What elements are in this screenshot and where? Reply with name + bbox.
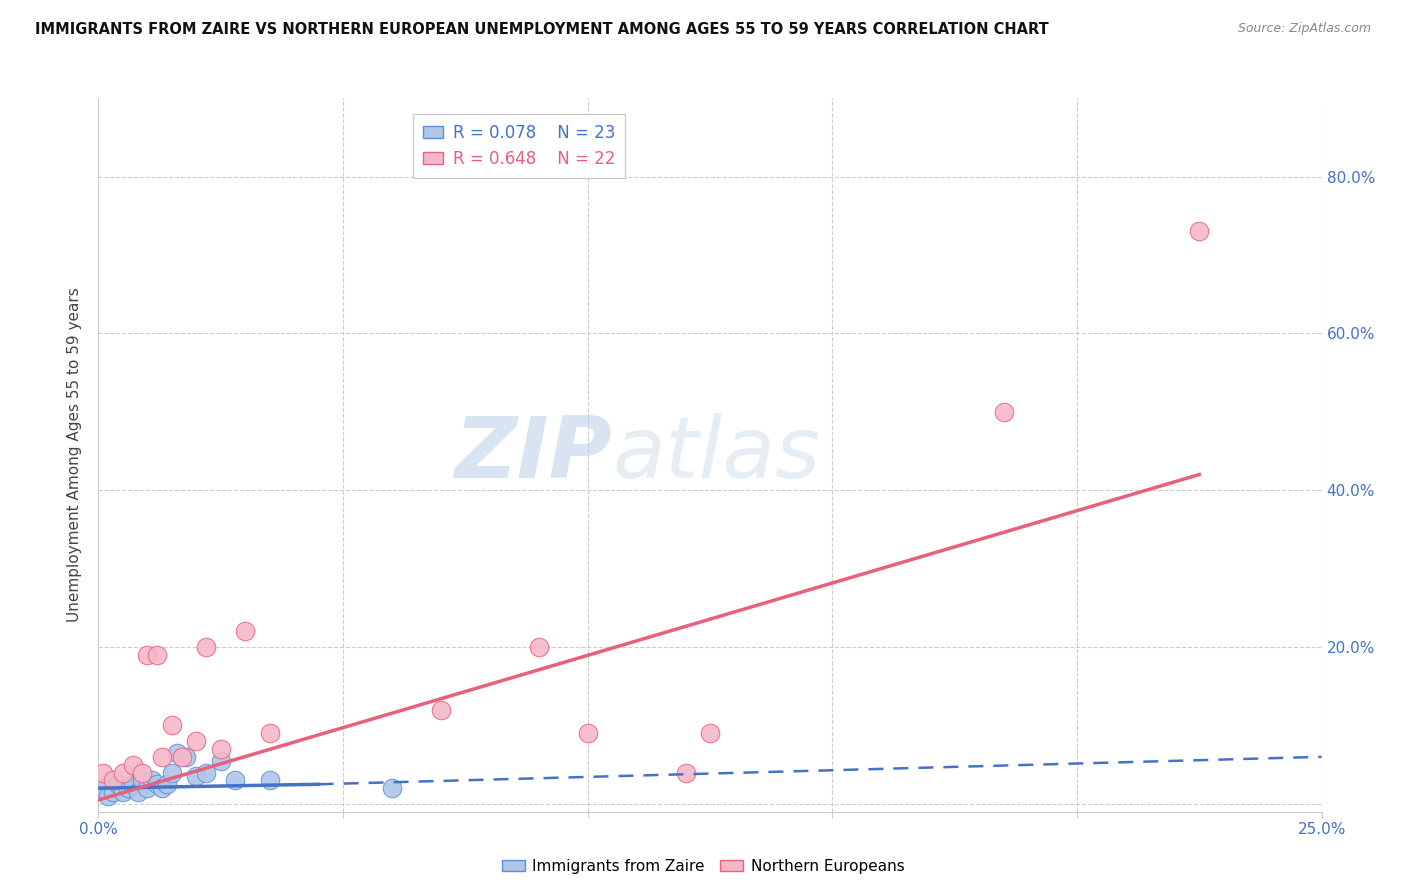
Point: [259, 726, 281, 740]
Point: [699, 726, 721, 740]
Point: [127, 785, 149, 799]
Point: [224, 773, 246, 788]
Y-axis label: Unemployment Among Ages 55 to 59 years: Unemployment Among Ages 55 to 59 years: [67, 287, 83, 623]
Point: [121, 757, 143, 772]
Point: [381, 781, 404, 796]
Point: [121, 777, 143, 791]
Point: [150, 749, 173, 764]
Point: [993, 405, 1015, 419]
Point: [209, 754, 232, 768]
Point: [209, 742, 232, 756]
Point: [131, 773, 153, 788]
Point: [146, 777, 169, 791]
Legend: Immigrants from Zaire, Northern Europeans: Immigrants from Zaire, Northern European…: [495, 853, 911, 880]
Point: [136, 648, 159, 662]
Point: [527, 640, 550, 654]
Text: atlas: atlas: [612, 413, 820, 497]
Point: [176, 749, 198, 764]
Point: [166, 746, 188, 760]
Point: [160, 765, 183, 780]
Point: [675, 765, 697, 780]
Point: [136, 781, 159, 796]
Point: [141, 773, 163, 788]
Point: [186, 734, 208, 748]
Point: [233, 624, 256, 639]
Point: [111, 765, 134, 780]
Point: [259, 773, 281, 788]
Point: [107, 777, 129, 791]
Point: [91, 765, 114, 780]
Point: [111, 785, 134, 799]
Point: [91, 781, 114, 796]
Legend: R = 0.078    N = 23, R = 0.648    N = 22: R = 0.078 N = 23, R = 0.648 N = 22: [412, 113, 624, 178]
Point: [195, 765, 218, 780]
Point: [576, 726, 599, 740]
Point: [430, 703, 453, 717]
Point: [170, 749, 193, 764]
Point: [97, 789, 120, 803]
Point: [186, 769, 208, 783]
Point: [101, 785, 124, 799]
Text: Source: ZipAtlas.com: Source: ZipAtlas.com: [1237, 22, 1371, 36]
Text: ZIP: ZIP: [454, 413, 612, 497]
Text: IMMIGRANTS FROM ZAIRE VS NORTHERN EUROPEAN UNEMPLOYMENT AMONG AGES 55 TO 59 YEAR: IMMIGRANTS FROM ZAIRE VS NORTHERN EUROPE…: [35, 22, 1049, 37]
Point: [131, 765, 153, 780]
Point: [150, 781, 173, 796]
Point: [101, 773, 124, 788]
Point: [195, 640, 218, 654]
Point: [156, 777, 179, 791]
Point: [1188, 224, 1211, 238]
Point: [146, 648, 169, 662]
Point: [160, 718, 183, 732]
Point: [117, 781, 139, 796]
